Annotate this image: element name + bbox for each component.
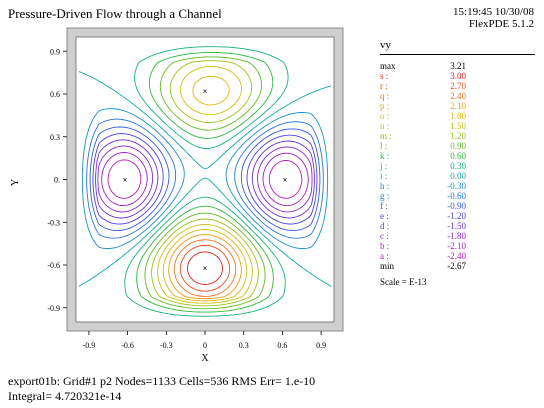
- contour-line-a: [107, 159, 303, 199]
- y-tick-label: 0.9: [50, 47, 60, 56]
- legend-value: 3.00: [450, 71, 466, 81]
- legend-key: j :: [380, 161, 388, 171]
- legend-key: d :: [380, 221, 390, 231]
- contour-line-s: [187, 251, 223, 285]
- legend-key: i :: [380, 171, 388, 181]
- legend-key: h :: [380, 181, 390, 191]
- footer-integral: Integral= 4.720321e-14: [8, 389, 122, 403]
- contour-line-l: [144, 56, 266, 310]
- contour-line-f: [89, 126, 321, 232]
- legend-key: g :: [380, 191, 390, 201]
- legend-title: vy: [380, 39, 391, 51]
- legend-value: -1.50: [447, 221, 466, 231]
- legend-key: s :: [380, 71, 389, 81]
- legend-value: -2.10: [447, 241, 466, 251]
- contour-line-m: [151, 60, 259, 307]
- legend-key: max: [380, 61, 396, 71]
- legend-value: 1.80: [450, 111, 466, 121]
- legend-value: -2.67: [447, 261, 466, 271]
- legend-key: o :: [380, 111, 390, 121]
- contour-line-b: [101, 152, 309, 207]
- contour-line-p: [168, 234, 242, 300]
- legend-key: k :: [380, 151, 390, 161]
- x-tick-label: 0.6: [277, 341, 287, 350]
- legend-value: -1.80: [447, 231, 466, 241]
- y-tick-label: -0.6: [47, 261, 60, 270]
- legend-key: m :: [380, 131, 392, 141]
- contour-line-k: [136, 51, 274, 313]
- software-version: FlexPDE 5.1.2: [468, 18, 534, 30]
- legend-value: 2.40: [450, 91, 466, 101]
- x-tick-label: 0.3: [239, 341, 249, 350]
- y-tick-label: -0.3: [47, 218, 60, 227]
- y-tick-label: -0.9: [47, 304, 60, 313]
- timestamp: 15:19:45 10/30/08: [453, 6, 534, 18]
- legend-key: min: [380, 261, 395, 271]
- legend-value: 3.21: [450, 61, 466, 71]
- x-tick-label: -0.3: [160, 341, 173, 350]
- legend-value: 0.60: [450, 151, 466, 161]
- extremum-marker: ×: [203, 87, 208, 96]
- legend-value: -0.90: [447, 201, 466, 211]
- legend-value: 1.50: [450, 121, 466, 131]
- legend-key: e :: [380, 211, 389, 221]
- legend-key: c :: [380, 231, 389, 241]
- legend-value: 0.30: [450, 161, 466, 171]
- legend-value: 2.10: [450, 101, 466, 111]
- legend-value: 2.70: [450, 81, 466, 91]
- y-axis-label: Y: [10, 179, 21, 186]
- legend-value: -0.30: [447, 181, 466, 191]
- contour-line-r: [179, 244, 231, 292]
- legend-divider: [380, 54, 535, 55]
- legend-value: 0.00: [450, 171, 466, 181]
- legend-key: l :: [380, 141, 388, 151]
- extremum-marker: ×: [283, 176, 288, 185]
- contour-line-j: [124, 46, 289, 317]
- x-tick-label: 0: [203, 341, 207, 350]
- legend-value: -1.20: [447, 211, 466, 221]
- extremum-marker: ×: [123, 176, 128, 185]
- legend-key: f :: [380, 201, 388, 211]
- run-stamp: 15:19:45 10/30/08 FlexPDE 5.1.2: [453, 6, 534, 30]
- legend-value: -0.60: [447, 191, 466, 201]
- plot-area: [75, 36, 335, 323]
- contour-line-e: [92, 133, 318, 225]
- legend-key: b :: [380, 241, 390, 251]
- contour-line-n: [157, 65, 253, 304]
- legend-value: 0.90: [450, 141, 466, 151]
- chart-title: Pressure-Driven Flow through a Channel: [8, 6, 222, 21]
- y-tick-label: 0.3: [50, 133, 60, 142]
- y-tick-label: 0.6: [50, 90, 60, 99]
- legend-value: 1.20: [450, 131, 466, 141]
- legend-value: -2.40: [447, 251, 466, 261]
- contour-line-q: [173, 239, 237, 297]
- legend-scale: Scale = E-13: [380, 277, 427, 287]
- x-tick-label: -0.9: [83, 341, 96, 350]
- legend-key: r :: [380, 81, 388, 91]
- contour-line-d: [95, 139, 315, 219]
- x-tick-label: -0.6: [121, 341, 134, 350]
- contour-line-c: [97, 145, 313, 213]
- legend-key: q :: [380, 91, 390, 101]
- footer-run-info: export01b: Grid#1 p2 Nodes=1133 Cells=53…: [8, 374, 316, 388]
- x-tick-label: 0.9: [316, 341, 326, 350]
- contour-line-g: [86, 118, 324, 239]
- contour-line-i: [78, 70, 332, 287]
- contour-line-h: [81, 108, 329, 249]
- x-axis-label: X: [201, 353, 209, 364]
- y-tick-label: 0.: [54, 176, 60, 185]
- legend-key: n :: [380, 121, 390, 131]
- legend-key: a :: [380, 251, 389, 261]
- legend-key: p :: [380, 101, 390, 111]
- extremum-marker: ×: [203, 264, 208, 273]
- contour-line-o: [162, 75, 248, 302]
